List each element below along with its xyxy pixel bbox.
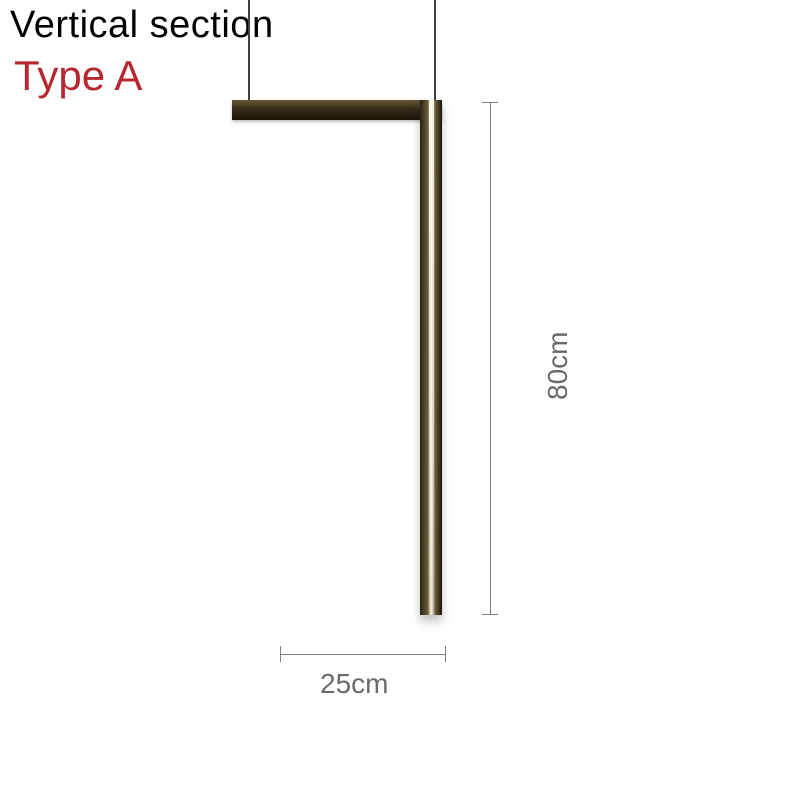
dimension-height-cap-top xyxy=(482,102,498,103)
lamp-vertical-arm xyxy=(420,100,442,615)
section-title: Vertical section xyxy=(10,4,274,47)
lamp-horizontal-arm xyxy=(232,100,442,120)
dimension-width-line xyxy=(280,654,445,655)
wire-right xyxy=(434,0,436,100)
wire-left xyxy=(248,0,250,106)
dimension-width-cap-left xyxy=(280,646,281,662)
dimension-height-line xyxy=(490,102,491,614)
dimension-height-cap-bottom xyxy=(482,614,498,615)
diagram-canvas: Vertical section Type A 80cm 25cm xyxy=(0,0,800,800)
dimension-height-label: 80cm xyxy=(542,332,574,400)
dimension-width-label: 25cm xyxy=(320,668,388,700)
dimension-width-cap-right xyxy=(445,646,446,662)
type-label: Type A xyxy=(14,52,142,100)
